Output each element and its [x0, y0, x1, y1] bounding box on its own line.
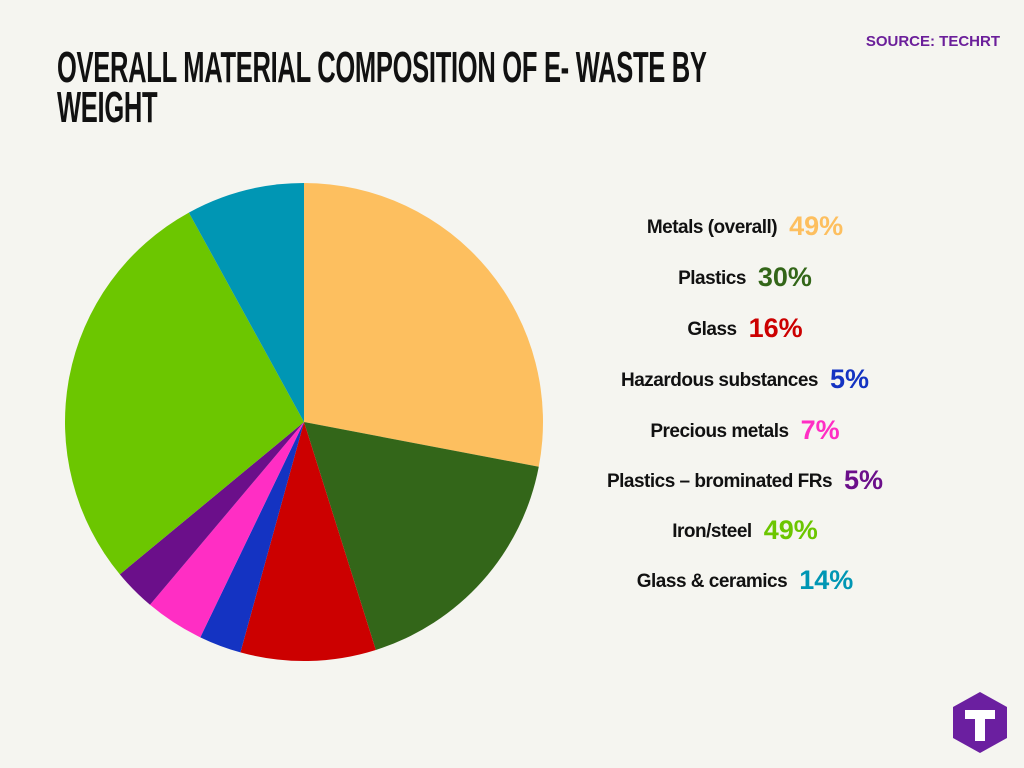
pie-slice: [304, 183, 544, 467]
pie-slice: [150, 422, 304, 638]
value-label: 49%: [764, 515, 818, 545]
legend-entry: Plastics 30%: [678, 262, 812, 292]
legend-entry: Glass 16%: [687, 313, 802, 343]
value-label: 5%: [844, 465, 883, 495]
pie-slice: [200, 422, 304, 653]
chart-title: OVERALL MATERIAL COMPOSITION OF E- WASTE…: [57, 43, 707, 132]
legend-entry: Precious metals 7%: [650, 415, 839, 445]
value-label: 5%: [830, 364, 869, 394]
legend-label: Iron/steel: [672, 521, 751, 542]
pie-slice: [64, 212, 304, 575]
value-label: 30%: [758, 262, 812, 292]
logo: [953, 692, 1007, 753]
legend-label: Glass: [687, 319, 736, 340]
pie-slice: [240, 422, 376, 661]
legend-entry: Metals (overall) 49%: [647, 211, 843, 241]
pie-slice: [188, 183, 304, 422]
pie-slice: [304, 422, 539, 650]
pie-slice: [119, 422, 304, 605]
legend-label: Plastics – brominated FRs: [607, 471, 832, 492]
legend-label: Glass & ceramics: [637, 571, 787, 592]
source: SOURCE: TECHRT: [865, 33, 1000, 50]
legend-label: Metals (overall): [647, 217, 777, 238]
legend-entry: Glass & ceramics 14%: [637, 565, 854, 595]
legend-entry: Plastics – brominated FRs 5%: [607, 465, 883, 495]
legend-entry: Hazardous substances 5%: [621, 364, 869, 394]
value-label: 7%: [801, 415, 840, 445]
value-label: 14%: [799, 565, 853, 595]
value-label: 16%: [749, 313, 803, 343]
legend-label: Precious metals: [650, 421, 788, 442]
legend-entry: Iron/steel 49%: [672, 515, 818, 545]
legend-label: Plastics: [678, 268, 746, 289]
value-label: 49%: [789, 211, 843, 241]
legend-label: Hazardous substances: [621, 370, 818, 391]
